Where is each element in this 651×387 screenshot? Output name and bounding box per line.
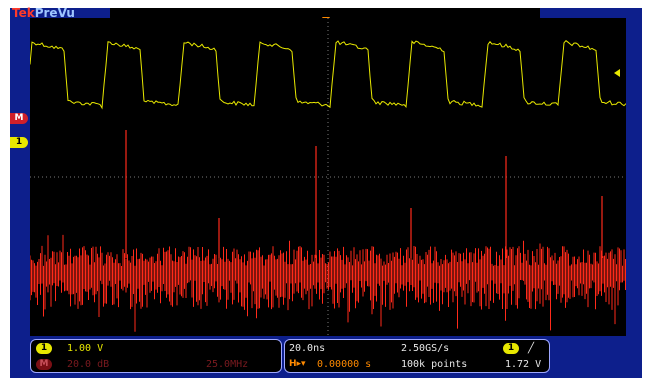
timebase-readout-panel[interactable]: 20.0ns 2.50GS/s 1 ╱ H▸▾ 0.00000 s 100k p… <box>284 339 550 373</box>
graticule-grid <box>30 18 626 336</box>
math-center-frequency[interactable]: 25.0MHz <box>206 359 249 370</box>
ch1-reference-marker[interactable]: 1 <box>10 137 28 148</box>
record-view-strip <box>110 8 540 18</box>
waveform-display <box>30 18 626 336</box>
rising-edge-icon[interactable]: ╱ <box>528 343 535 354</box>
brand-prevu: PreVu <box>34 6 75 20</box>
brand-tek: Tek <box>12 6 35 20</box>
math-vertical-scale[interactable]: 20.0 dB <box>67 359 110 370</box>
ch1-waveform <box>30 40 626 110</box>
sample-rate: 2.50GS/s <box>401 343 450 354</box>
fft-noise-floor <box>30 234 626 332</box>
horizontal-delay[interactable]: 0.00000 s <box>317 359 372 370</box>
ch1-badge[interactable]: 1 <box>36 343 52 354</box>
readout-bar: 1 1.00 V M 20.0 dB 25.0MHz 20.0ns 2.50GS… <box>30 339 550 375</box>
horizontal-scale[interactable]: 20.0ns <box>289 343 326 354</box>
trigger-level-marker-icon[interactable] <box>614 69 620 77</box>
horizontal-delay-icon: H▸▾ <box>289 359 306 369</box>
waveform-graticule <box>30 18 626 336</box>
brand-logo: TekPreVu <box>12 6 75 20</box>
trigger-source-badge[interactable]: 1 <box>503 343 519 354</box>
trigger-level[interactable]: 1.72 V <box>505 359 542 370</box>
math-reference-marker[interactable]: M <box>10 113 28 124</box>
record-length[interactable]: 100k points <box>401 359 468 370</box>
math-fft-waveform <box>30 130 626 332</box>
math-badge[interactable]: M <box>36 359 52 370</box>
channel-readout-panel[interactable]: 1 1.00 V M 20.0 dB 25.0MHz <box>30 339 282 373</box>
ch1-vertical-scale[interactable]: 1.00 V <box>67 343 104 354</box>
